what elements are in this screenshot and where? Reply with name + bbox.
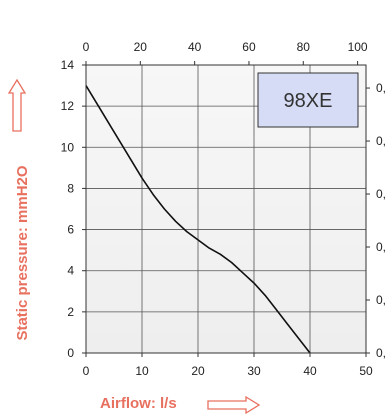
y-axis-title: Static pressure: mmH2O — [14, 165, 31, 340]
right-y-tick-label: 0, — [376, 81, 386, 95]
right-y-tick-label: 0, — [376, 240, 386, 254]
y-tick-label: 4 — [67, 264, 74, 278]
y-tick-label: 6 — [67, 223, 74, 237]
x-tick-label: 20 — [191, 364, 205, 378]
x-tick-label: 50 — [359, 364, 373, 378]
right-y-tick-label: 0, — [376, 187, 386, 201]
x-axis-arrow-icon — [207, 395, 261, 415]
top-x-tick-label: 80 — [297, 40, 311, 54]
top-x-tick-label: 0 — [83, 40, 90, 54]
top-x-tick-label: 40 — [188, 40, 202, 54]
x-axis-title-group: Airflow: l/s — [100, 395, 261, 415]
plot-border — [85, 64, 367, 354]
y-tick-label: 2 — [67, 305, 74, 319]
y-tick-label: 10 — [61, 140, 75, 154]
ticks: 0 10 20 30 40 50 0 20 40 60 80 100 0 2 4 6 8 10 12 14 0, 0, 0,… — [61, 40, 386, 378]
x-tick-label: 30 — [247, 364, 261, 378]
y-tick-label: 14 — [61, 58, 75, 72]
y-tick-label: 8 — [67, 181, 74, 195]
y-tick-label: 12 — [61, 99, 75, 113]
right-y-tick-label: 0, — [376, 293, 386, 307]
x-axis-title: Airflow: l/s — [100, 395, 177, 412]
series-group — [85, 85, 311, 354]
y-tick-label: 0 — [67, 346, 74, 360]
legend: 98XE — [257, 72, 359, 128]
y-axis-arrow-icon — [7, 78, 27, 132]
right-y-tick-label: 0, — [376, 346, 386, 360]
x-tick-label: 40 — [303, 364, 317, 378]
series-line — [85, 85, 311, 354]
y-axis-title-group: Static pressure: mmH2O — [7, 78, 31, 341]
legend-box — [257, 72, 359, 128]
x-tick-label: 10 — [135, 364, 149, 378]
top-x-tick-label: 20 — [134, 40, 148, 54]
legend-label: 98XE — [284, 90, 333, 112]
top-x-tick-label: 100 — [348, 40, 368, 54]
x-tick-label: 0 — [83, 364, 90, 378]
right-y-tick-label: 0, — [376, 134, 386, 148]
top-x-tick-label: 60 — [242, 40, 256, 54]
